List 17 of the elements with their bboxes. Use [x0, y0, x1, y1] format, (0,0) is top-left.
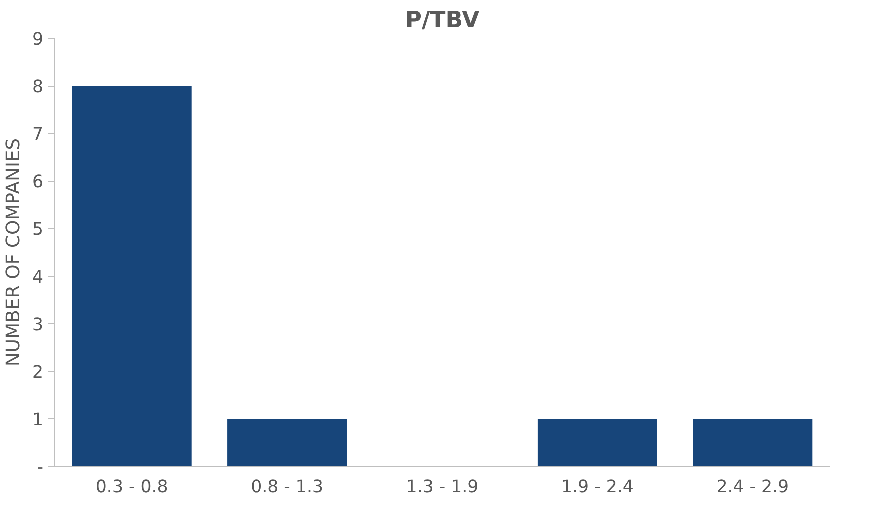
y-tick-label: 7 — [32, 125, 44, 146]
y-tick-label: 5 — [32, 220, 44, 240]
y-tick-label: 6 — [32, 172, 44, 193]
y-tick-label: 4 — [32, 268, 44, 288]
y-tick-label: 1 — [32, 410, 44, 430]
y-tick-label: 8 — [32, 78, 44, 98]
y-tick-label: 3 — [32, 315, 44, 336]
y-tick-label: - — [37, 458, 44, 478]
x-tick-label: 2.4 - 2.9 — [716, 478, 790, 498]
y-tick-label: 2 — [32, 362, 44, 383]
x-tick-label: 0.3 - 0.8 — [96, 478, 168, 498]
x-tick-label: 0.8 - 1.3 — [251, 478, 324, 498]
y-tick-label: 9 — [32, 30, 44, 50]
y-axis-title: NUMBER OF COMPANIES — [3, 138, 24, 367]
x-tick-label: 1.3 - 1.9 — [406, 478, 479, 498]
x-tick-label: 1.9 - 2.4 — [562, 478, 634, 498]
chart-title: P/TBV — [405, 8, 480, 34]
